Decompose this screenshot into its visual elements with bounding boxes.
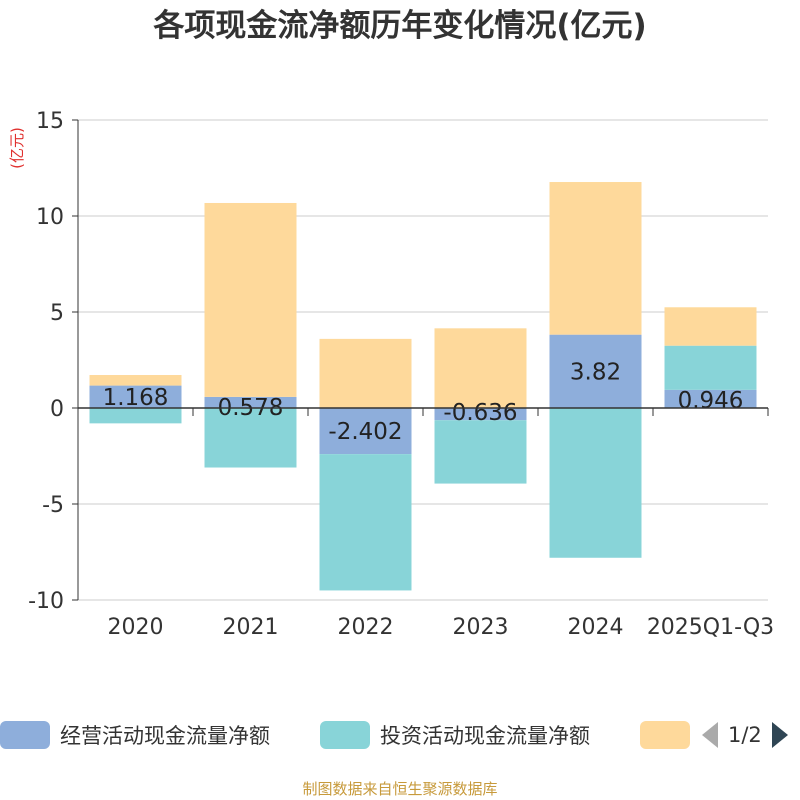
bar-series-0-2025Q1-Q3[interactable] xyxy=(664,389,757,408)
y-tick-label: 5 xyxy=(50,301,64,326)
y-axis-ticks: 15 10 5 0 -5 -10 xyxy=(28,109,79,614)
legend: 经营活动现金流量净额 投资活动现金流量净额 1/2 xyxy=(0,715,800,755)
y-tick-label: 0 xyxy=(50,397,64,422)
grid-lines xyxy=(78,119,768,601)
data-label: 3.82 xyxy=(570,359,621,385)
legend-swatch-operating xyxy=(0,721,50,749)
x-tick-label: 2020 xyxy=(108,615,164,640)
x-tick-label: 2024 xyxy=(568,615,624,640)
y-tick-label: 15 xyxy=(36,109,64,134)
bar-series-2-2020[interactable] xyxy=(89,375,182,386)
x-tick-label: 2022 xyxy=(338,615,394,640)
bar-series-2-2024[interactable] xyxy=(549,182,642,335)
data-label: -0.636 xyxy=(443,400,517,426)
x-tick-label: 2021 xyxy=(223,615,279,640)
bar-series-1-2021[interactable] xyxy=(204,408,297,468)
legend-swatch-financing xyxy=(640,721,690,749)
bar-series-2-2022[interactable] xyxy=(319,338,412,408)
y-tick-label: 10 xyxy=(36,205,64,230)
legend-item-operating[interactable]: 经营活动现金流量净额 xyxy=(0,715,270,755)
data-label: 0.946 xyxy=(678,388,744,414)
bar-series-1-2024[interactable] xyxy=(549,408,642,558)
bar-series-0-2023[interactable] xyxy=(434,408,527,421)
data-source-footer: 制图数据来自恒生聚源数据库 xyxy=(302,780,498,798)
x-axis: 2020 2021 2022 2023 2024 2025Q1-Q3 xyxy=(77,407,774,640)
bar-series-1-2025Q1-Q3[interactable] xyxy=(664,345,757,390)
bar-series-2-2021[interactable] xyxy=(204,202,297,397)
y-tick-label: -5 xyxy=(42,493,64,518)
bar-series-0-2021[interactable] xyxy=(204,396,297,408)
chart-title: 各项现金流净额历年变化情况(亿元) xyxy=(152,8,646,44)
prev-page-icon[interactable] xyxy=(700,720,720,750)
legend-item-financing[interactable] xyxy=(640,715,690,755)
legend-page-indicator: 1/2 xyxy=(728,723,762,747)
data-label: 1.168 xyxy=(103,385,169,411)
bar-series-2-2023[interactable] xyxy=(434,328,527,408)
x-tick-label: 2025Q1-Q3 xyxy=(647,615,774,640)
bar-series-0-2020[interactable] xyxy=(89,385,182,408)
legend-pager: 1/2 xyxy=(700,715,790,755)
bar-series-2-2025Q1-Q3[interactable] xyxy=(664,307,757,346)
bar-series-1-2022[interactable] xyxy=(319,454,412,591)
bar-series-0-2024[interactable] xyxy=(549,334,642,408)
bar-series-0-2022[interactable] xyxy=(319,408,412,455)
x-tick-label: 2023 xyxy=(453,615,509,640)
legend-item-investing[interactable]: 投资活动现金流量净额 xyxy=(320,715,590,755)
legend-label-operating: 经营活动现金流量净额 xyxy=(60,724,270,748)
data-label: -2.402 xyxy=(328,419,402,445)
y-axis-label: (亿元) xyxy=(8,127,26,169)
legend-label-investing: 投资活动现金流量净额 xyxy=(380,724,590,748)
next-page-icon[interactable] xyxy=(770,720,790,750)
legend-swatch-investing xyxy=(320,721,370,749)
bars xyxy=(89,182,757,591)
bar-series-1-2020[interactable] xyxy=(89,408,182,424)
y-tick-label: -10 xyxy=(28,589,64,614)
bar-series-1-2023[interactable] xyxy=(434,420,527,484)
